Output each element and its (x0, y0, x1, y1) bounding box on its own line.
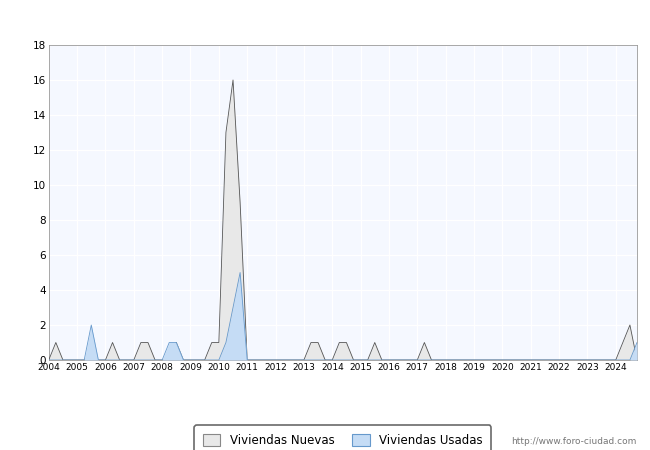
Legend: Viviendas Nuevas, Viviendas Usadas: Viviendas Nuevas, Viviendas Usadas (194, 425, 491, 450)
Text: http://www.foro-ciudad.com: http://www.foro-ciudad.com (512, 436, 637, 446)
Text: Redecilla del Camino - Evolucion del Nº de Transacciones Inmobiliarias: Redecilla del Camino - Evolucion del Nº … (90, 11, 560, 24)
